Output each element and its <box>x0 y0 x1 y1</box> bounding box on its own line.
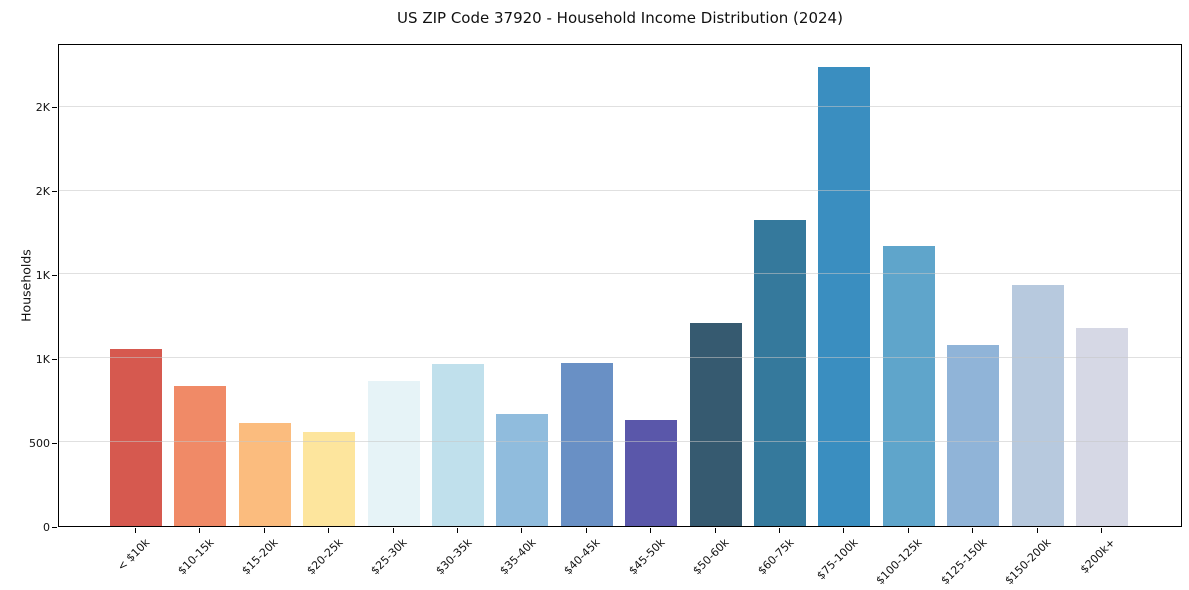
bar <box>625 420 678 526</box>
x-tick-label: $50-60k <box>690 536 732 578</box>
y-tick-label: 1K <box>35 352 50 366</box>
y-tick-label: 0 <box>43 520 50 534</box>
y-tick-label: 2K <box>35 101 50 115</box>
bar <box>367 380 420 526</box>
x-tick-mark <box>263 528 265 533</box>
y-tick-label: 1K <box>35 268 50 282</box>
bar <box>1076 328 1128 526</box>
y-tick-mark <box>52 526 57 528</box>
gridline <box>59 189 1181 191</box>
x-tick-label: $40-45k <box>561 536 604 578</box>
x-tick-label: $45-50k <box>626 536 668 578</box>
x-tick-mark <box>650 528 652 533</box>
gridline <box>59 441 1181 443</box>
x-tick-label: $125-150k <box>938 536 990 588</box>
x-tick-label: $35-40k <box>497 536 539 578</box>
plot-area <box>58 44 1182 527</box>
x-tick-mark <box>779 528 780 533</box>
y-tick-mark <box>52 191 57 193</box>
x-tick-mark <box>843 528 845 533</box>
x-tick-mark <box>135 528 136 533</box>
bar <box>754 219 806 526</box>
x-tick-label: $75-100k <box>814 536 861 583</box>
y-tick-mark <box>52 107 57 109</box>
gridline <box>59 105 1181 107</box>
x-tick-label: $100-125k <box>873 536 926 588</box>
y-tick-mark <box>52 358 57 360</box>
gridline <box>59 357 1181 359</box>
x-tick-mark <box>1101 528 1102 533</box>
x-tick-mark <box>199 528 201 533</box>
x-tick-mark <box>714 528 716 533</box>
x-tick-label: $10-15k <box>175 536 217 578</box>
bar <box>110 349 162 526</box>
bar <box>303 432 356 526</box>
y-tick-label: 2K <box>35 185 50 199</box>
x-tick-mark <box>972 528 974 533</box>
bar <box>174 386 227 526</box>
y-tick-mark <box>52 274 57 276</box>
bar <box>1011 284 1064 526</box>
y-tick-mark <box>52 442 57 444</box>
bar <box>560 362 613 526</box>
x-tick-label: $30-35k <box>432 536 475 578</box>
x-tick-mark <box>585 528 587 533</box>
bar <box>238 422 291 526</box>
x-tick-mark <box>457 528 458 533</box>
x-tick-label: $150-200k <box>1002 536 1054 588</box>
x-tick-label: $15-20k <box>239 536 282 578</box>
chart-title: US ZIP Code 37920 - Household Income Dis… <box>397 9 843 27</box>
bar <box>689 323 742 526</box>
x-tick-mark <box>1036 528 1038 533</box>
x-tick-mark <box>328 528 330 533</box>
gridline <box>59 273 1181 275</box>
bar <box>818 66 871 526</box>
x-tick-label: < $10k <box>114 536 153 574</box>
x-tick-mark <box>907 528 909 533</box>
x-tick-label: $25-30k <box>368 536 410 578</box>
bar <box>432 364 484 526</box>
x-tick-mark <box>521 528 523 533</box>
x-tick-mark <box>392 528 394 533</box>
y-tick-label: 500 <box>29 436 50 450</box>
x-tick-label: $60-75k <box>754 536 797 578</box>
bar <box>496 413 549 526</box>
bar <box>947 344 1000 526</box>
bar <box>882 245 935 526</box>
x-tick-label: $200k+ <box>1078 536 1119 577</box>
x-tick-label: $20-25k <box>304 536 346 578</box>
y-axis-label: Households <box>18 249 34 322</box>
